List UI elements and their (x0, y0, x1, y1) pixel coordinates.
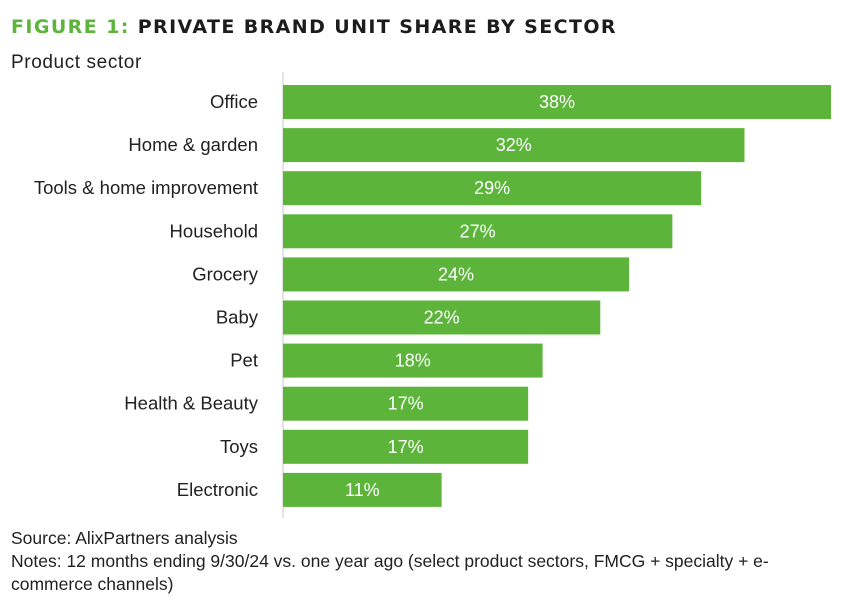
notes-text: Notes: 12 months ending 9/30/24 vs. one … (11, 551, 769, 594)
category-label: Household (170, 220, 258, 241)
source-note: Source: AlixPartners analysis (11, 528, 238, 548)
category-label: Pet (230, 350, 258, 371)
bar-value-label: 11% (345, 480, 380, 500)
category-label: Baby (216, 307, 259, 328)
bar (283, 85, 831, 119)
bar-value-label: 32% (496, 135, 532, 155)
bar (283, 386, 529, 421)
category-label: Health & Beauty (124, 393, 258, 414)
bar (283, 171, 702, 206)
category-label: Home & garden (128, 134, 258, 155)
bar-value-label: 27% (460, 221, 496, 241)
footnotes: Source: AlixPartners analysis Notes: 12 … (11, 527, 831, 596)
bar (283, 300, 601, 335)
category-label: Toys (220, 436, 258, 457)
bar (283, 472, 442, 507)
category-label: Electronic (177, 479, 258, 500)
bar (283, 343, 543, 378)
bar-value-label: 24% (438, 264, 474, 284)
category-label: Grocery (192, 263, 259, 284)
category-label: Tools & home improvement (34, 177, 258, 198)
chart-title: FIGURE 1: PRIVATE BRAND UNIT SHARE BY SE… (11, 16, 617, 38)
chart-title-text: PRIVATE BRAND UNIT SHARE BY SECTOR (137, 16, 617, 38)
bar (283, 214, 673, 249)
bar-value-label: 38% (539, 92, 575, 112)
category-label: Office (210, 91, 258, 112)
bar (283, 257, 630, 292)
bar-value-label: 22% (424, 308, 460, 328)
bar (283, 429, 529, 464)
bar-value-label: 17% (388, 437, 424, 457)
bar (283, 128, 745, 163)
figure-label: FIGURE 1: (11, 16, 130, 38)
bar-value-label: 18% (395, 351, 431, 371)
bar-value-label: 29% (474, 178, 510, 198)
bar-value-label: 17% (388, 394, 424, 414)
bar-chart: 38% Office 32% Home & garden 29% Tools & home… (34, 72, 831, 518)
y-axis-title: Product sector (11, 52, 142, 73)
